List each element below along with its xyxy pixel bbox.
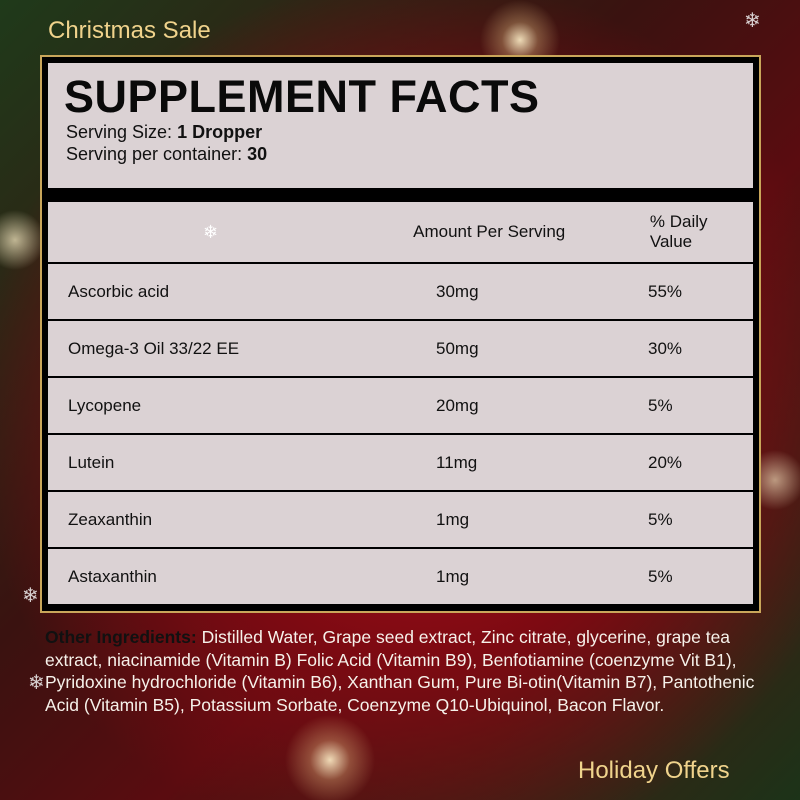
facts-title: SUPPLEMENT FACTS xyxy=(64,71,540,122)
supplement-facts-panel: SUPPLEMENT FACTS Serving Size: 1 Dropper… xyxy=(40,55,761,613)
nutrient-name: Ascorbic acid xyxy=(68,281,170,301)
nutrient-amount: 1mg xyxy=(436,566,470,586)
nutrient-name: Omega-3 Oil 33/22 EE xyxy=(68,338,240,358)
nutrient-name: Zeaxanthin xyxy=(68,509,153,529)
nutrient-daily-value: 55% xyxy=(648,281,683,301)
nutrient-name: Lycopene xyxy=(68,395,142,415)
snowflake-icon: ❄ xyxy=(28,672,45,694)
other-ingredients-text: Distilled Water, Grape seed extract, Zin… xyxy=(45,627,755,715)
nutrient-amount: 50mg xyxy=(436,338,479,358)
nutrient-name: Lutein xyxy=(68,452,115,472)
serving-size-label: Serving Size: xyxy=(66,122,173,142)
servings-label: Serving per container: xyxy=(66,144,243,164)
nutrient-row: Zeaxanthin 1mg 5% xyxy=(48,492,753,547)
nutrient-daily-value: 30% xyxy=(648,338,683,358)
nutrient-amount: 20mg xyxy=(436,395,479,415)
nutrient-name: Astaxanthin xyxy=(68,566,157,586)
column-header-row: ❄ Amount Per Serving % Daily Value xyxy=(48,202,753,262)
amount-header: Amount Per Serving xyxy=(413,222,566,241)
nutrient-amount: 30mg xyxy=(436,281,479,301)
servings-per-container: Serving per container: 30 xyxy=(66,143,737,165)
nutrient-row: Lycopene 20mg 5% xyxy=(48,378,753,433)
christmas-sale-label: Christmas Sale xyxy=(48,17,211,44)
serving-size-value: 1 Dropper xyxy=(177,122,263,142)
snowflake-icon: ❄ xyxy=(203,221,219,242)
snowflake-icon: ❄ xyxy=(744,10,761,32)
nutrient-amount: 1mg xyxy=(436,509,470,529)
holiday-offers-label: Holiday Offers xyxy=(578,757,730,784)
snowflake-icon: ❄ xyxy=(22,585,39,607)
nutrient-daily-value: 5% xyxy=(648,566,673,586)
nutrient-daily-value: 20% xyxy=(648,452,683,472)
daily-value-header: % Daily Value xyxy=(649,212,708,251)
nutrient-row: Lutein 11mg 20% xyxy=(48,435,753,490)
other-ingredients-label: Other Ingredients: xyxy=(45,627,197,647)
servings-value: 30 xyxy=(247,144,268,164)
other-ingredients: Other Ingredients: Distilled Water, Grap… xyxy=(45,626,765,716)
nutrient-row: Ascorbic acid 30mg 55% xyxy=(48,264,753,319)
facts-header: SUPPLEMENT FACTS Serving Size: 1 Dropper… xyxy=(48,63,753,188)
nutrient-amount: 11mg xyxy=(436,452,478,472)
nutrient-daily-value: 5% xyxy=(648,509,673,529)
serving-size: Serving Size: 1 Dropper xyxy=(66,121,737,143)
nutrient-row: Astaxanthin 1mg 5% xyxy=(48,549,753,604)
nutrient-row: Omega-3 Oil 33/22 EE 50mg 30% xyxy=(48,321,753,376)
nutrient-daily-value: 5% xyxy=(648,395,673,415)
